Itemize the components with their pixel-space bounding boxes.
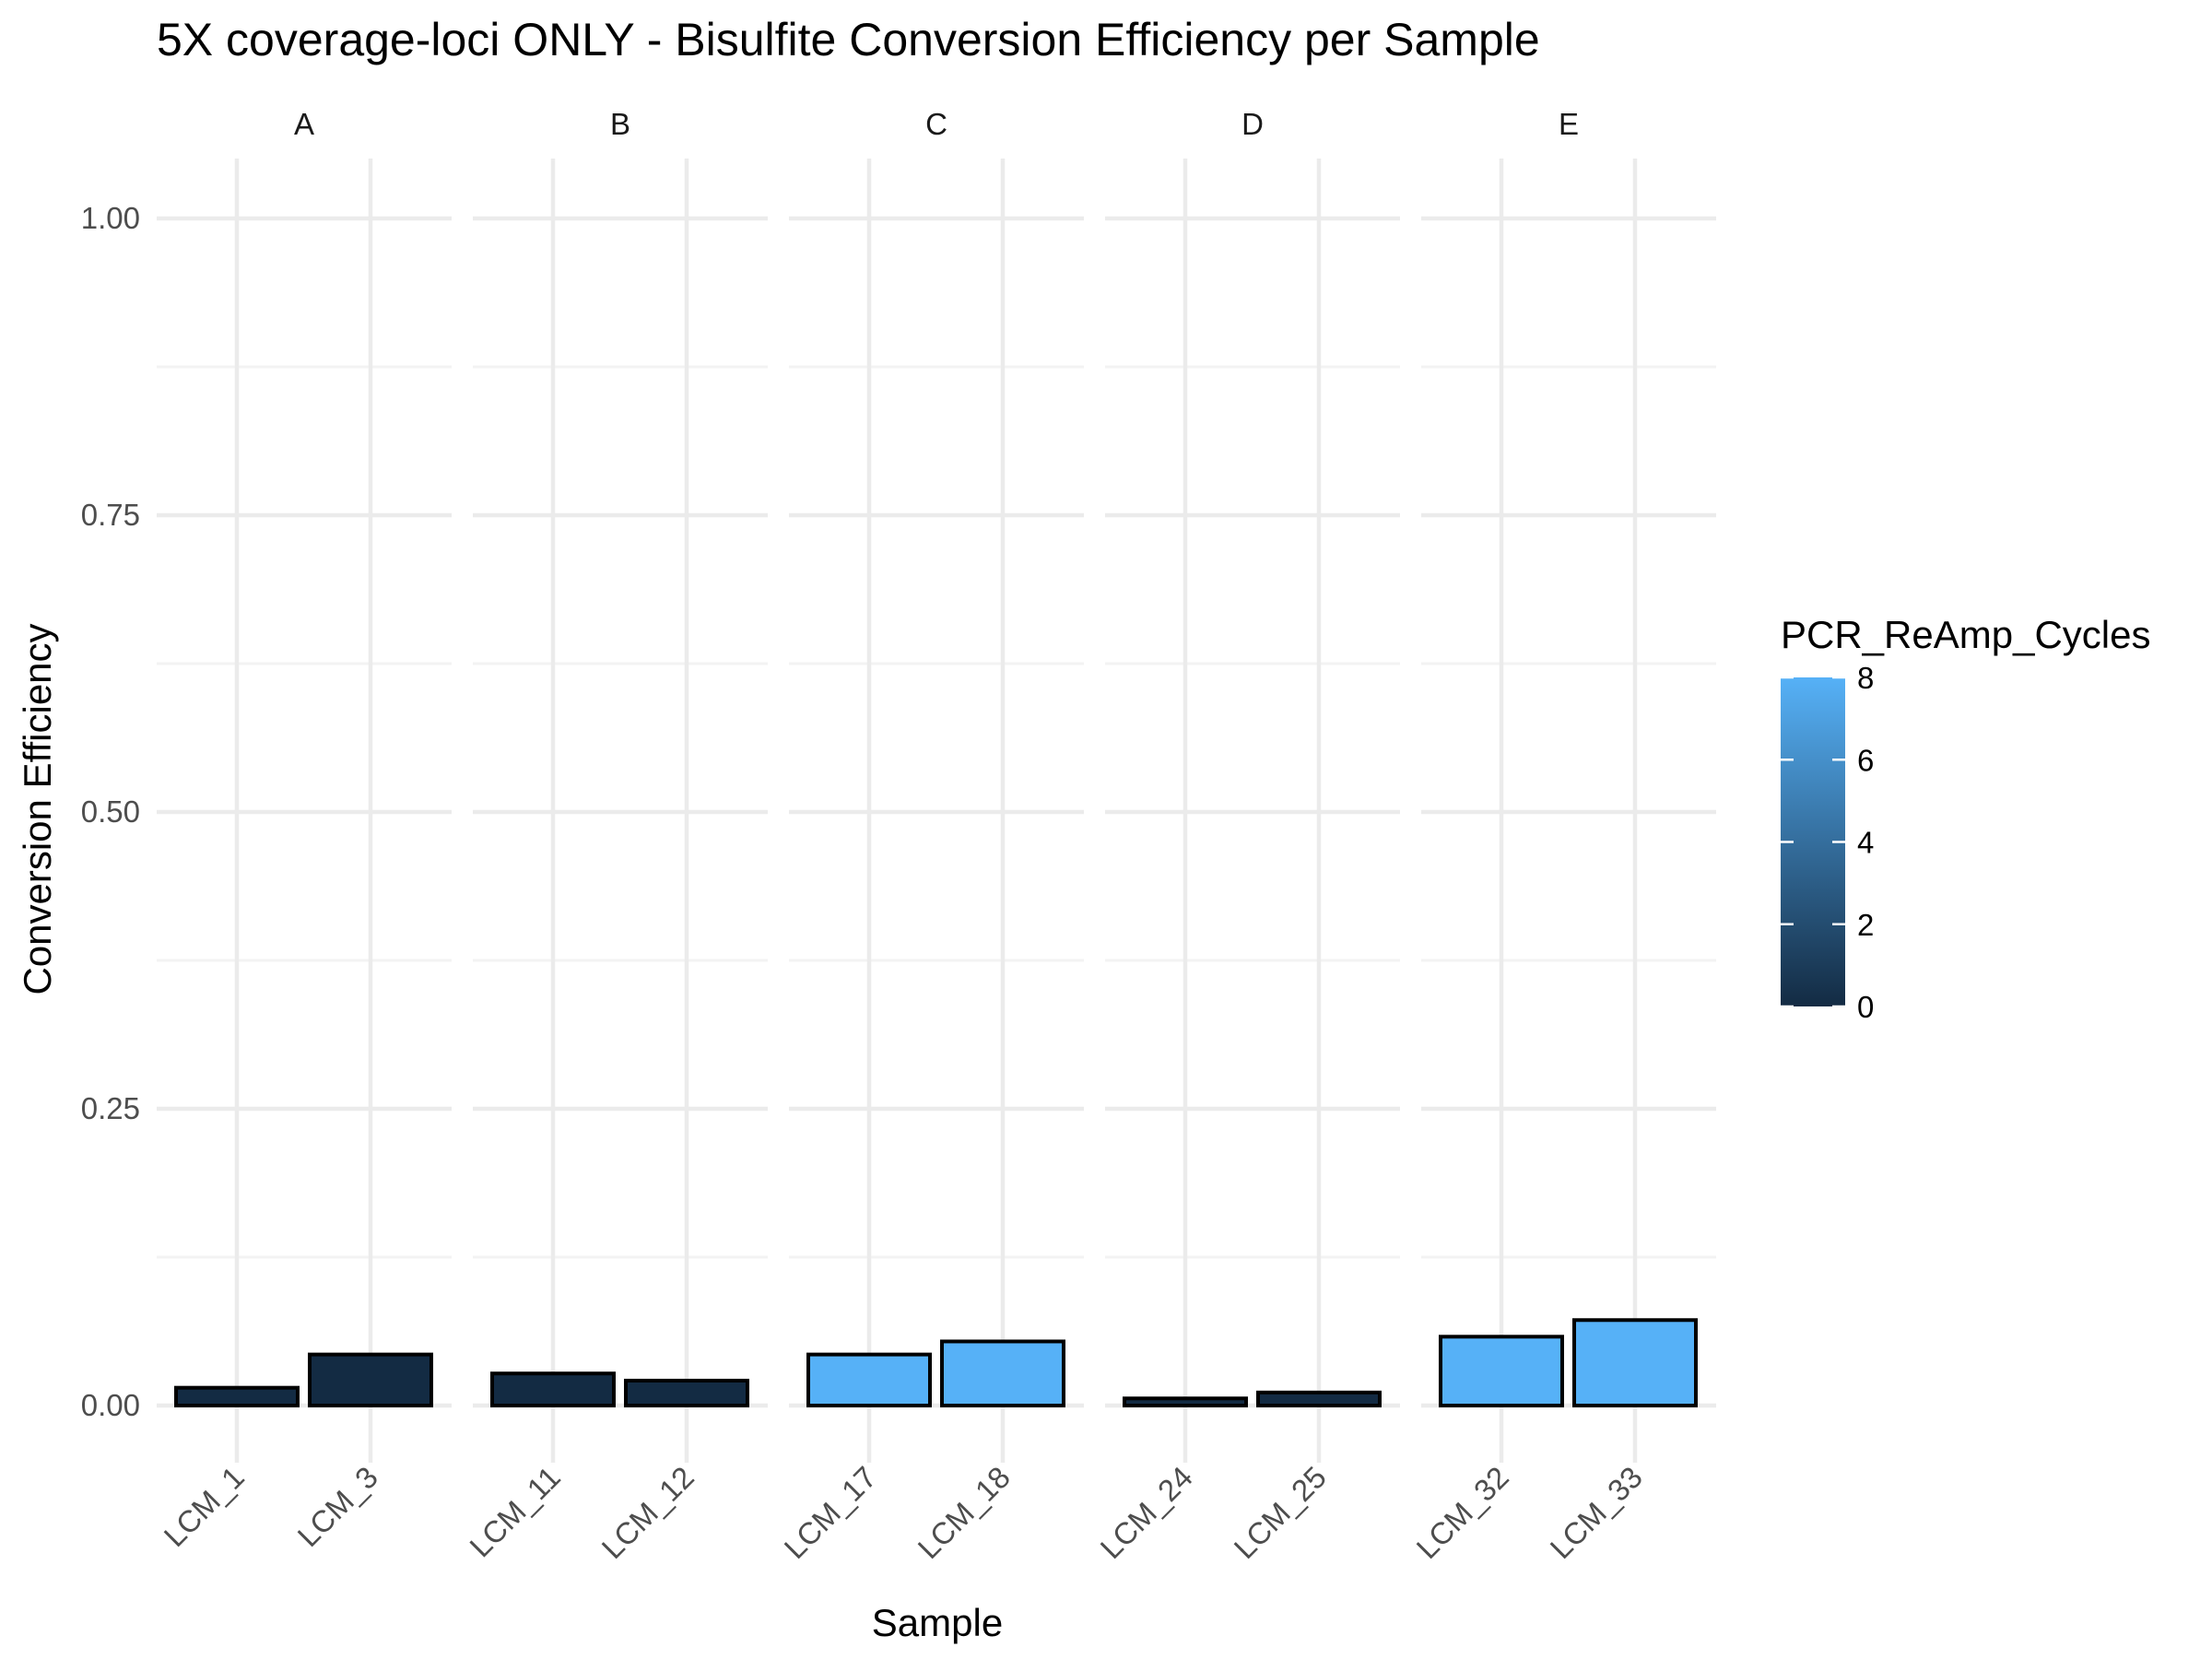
x-tick-label: LCM_33 bbox=[1544, 1460, 1649, 1565]
x-tick-label: LCM_18 bbox=[912, 1460, 1017, 1565]
facet-strip-label: B bbox=[610, 107, 630, 141]
facet-panel-a: A LCM_1 LCM_3 bbox=[157, 107, 452, 1553]
bar-lcm-18 bbox=[940, 1339, 1065, 1407]
chart-title: 5X coverage-loci ONLY - Bisulfite Conver… bbox=[157, 14, 1540, 65]
legend-tick-label: 2 bbox=[1857, 908, 1874, 942]
x-tick-label: LCM_32 bbox=[1410, 1460, 1515, 1565]
legend-tick-label: 4 bbox=[1857, 826, 1874, 860]
y-axis-title: Conversion Efficiency bbox=[16, 623, 59, 994]
bar-lcm-3 bbox=[308, 1352, 433, 1407]
bar-lcm-33 bbox=[1572, 1318, 1698, 1408]
bar-lcm-24 bbox=[1123, 1396, 1248, 1407]
facet-strip-label: E bbox=[1559, 107, 1579, 141]
facet-strip-label: C bbox=[925, 107, 947, 141]
x-tick-label: LCM_25 bbox=[1228, 1460, 1333, 1565]
facet-strip-label: A bbox=[294, 107, 314, 141]
legend-tick-label: 6 bbox=[1857, 743, 1874, 777]
y-tick-label: 0.00 bbox=[81, 1388, 140, 1422]
x-tick-label: LCM_24 bbox=[1094, 1460, 1199, 1565]
facet-panel-b: B LCM_11 LCM_12 bbox=[463, 107, 768, 1565]
x-axis-title: Sample bbox=[872, 1601, 1003, 1644]
legend-title: PCR_ReAmp_Cycles bbox=[1781, 613, 2150, 656]
facet-panel-c: C LCM_17 LCM_18 bbox=[778, 107, 1084, 1565]
legend-tick-label: 0 bbox=[1857, 990, 1874, 1024]
legend-tick-label: 8 bbox=[1857, 661, 1874, 695]
bar-lcm-1 bbox=[174, 1385, 300, 1408]
facet-strip-label: D bbox=[1241, 107, 1264, 141]
bar-lcm-25 bbox=[1256, 1390, 1382, 1408]
bar-lcm-12 bbox=[624, 1378, 749, 1408]
y-tick-label: 0.75 bbox=[81, 498, 140, 532]
x-tick-label: LCM_17 bbox=[778, 1460, 883, 1565]
x-tick-label: LCM_1 bbox=[158, 1460, 251, 1553]
bar-lcm-11 bbox=[490, 1371, 616, 1407]
x-tick-label: LCM_12 bbox=[595, 1460, 700, 1565]
facet-panel-d: D LCM_24 LCM_25 bbox=[1094, 107, 1400, 1565]
bar-lcm-17 bbox=[806, 1352, 932, 1407]
x-tick-label: LCM_11 bbox=[463, 1460, 567, 1564]
bar-lcm-32 bbox=[1439, 1335, 1564, 1408]
facet-panel-e: E LCM_32 LCM_33 bbox=[1410, 107, 1716, 1565]
x-tick-label: LCM_3 bbox=[291, 1460, 384, 1553]
legend: PCR_ReAmp_Cycles 0 2 4 6 8 bbox=[1781, 613, 2150, 1024]
y-tick-label: 0.50 bbox=[81, 794, 140, 829]
facet-panels: 0.00 0.25 0.50 0.75 1.00 A LCM_1 LCM_3 B LCM_11 LC… bbox=[81, 107, 1716, 1565]
y-tick-label: 0.25 bbox=[81, 1091, 140, 1125]
y-tick-label: 1.00 bbox=[81, 201, 140, 235]
